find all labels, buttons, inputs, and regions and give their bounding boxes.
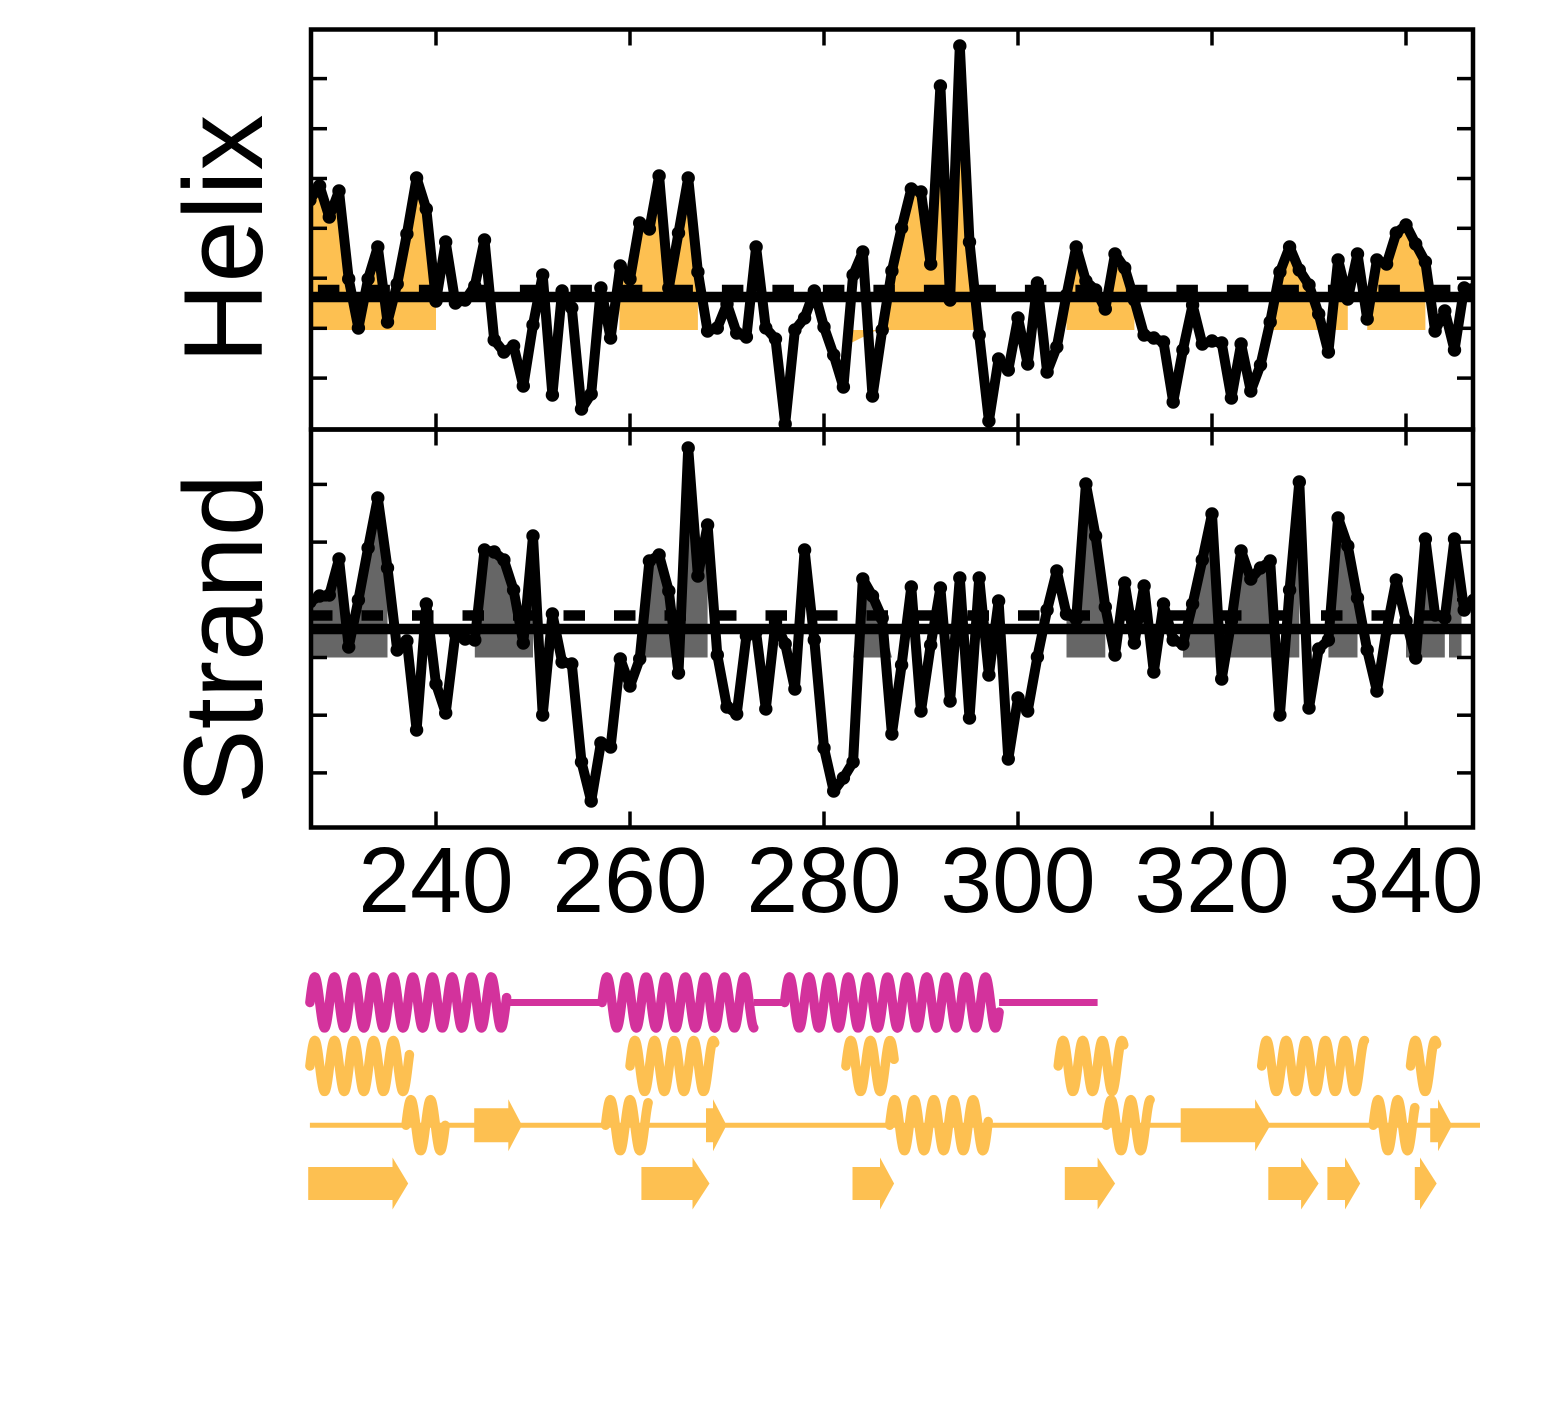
svg-text:Helix: Helix — [161, 115, 286, 364]
svg-text:300: 300 — [940, 828, 1095, 932]
svg-text:260: 260 — [552, 828, 707, 932]
svg-text:340: 340 — [1328, 828, 1483, 932]
svg-text:320: 320 — [1134, 828, 1289, 932]
svg-text:Strand: Strand — [161, 474, 286, 804]
svg-text:240: 240 — [358, 828, 513, 932]
svg-text:280: 280 — [746, 828, 901, 932]
